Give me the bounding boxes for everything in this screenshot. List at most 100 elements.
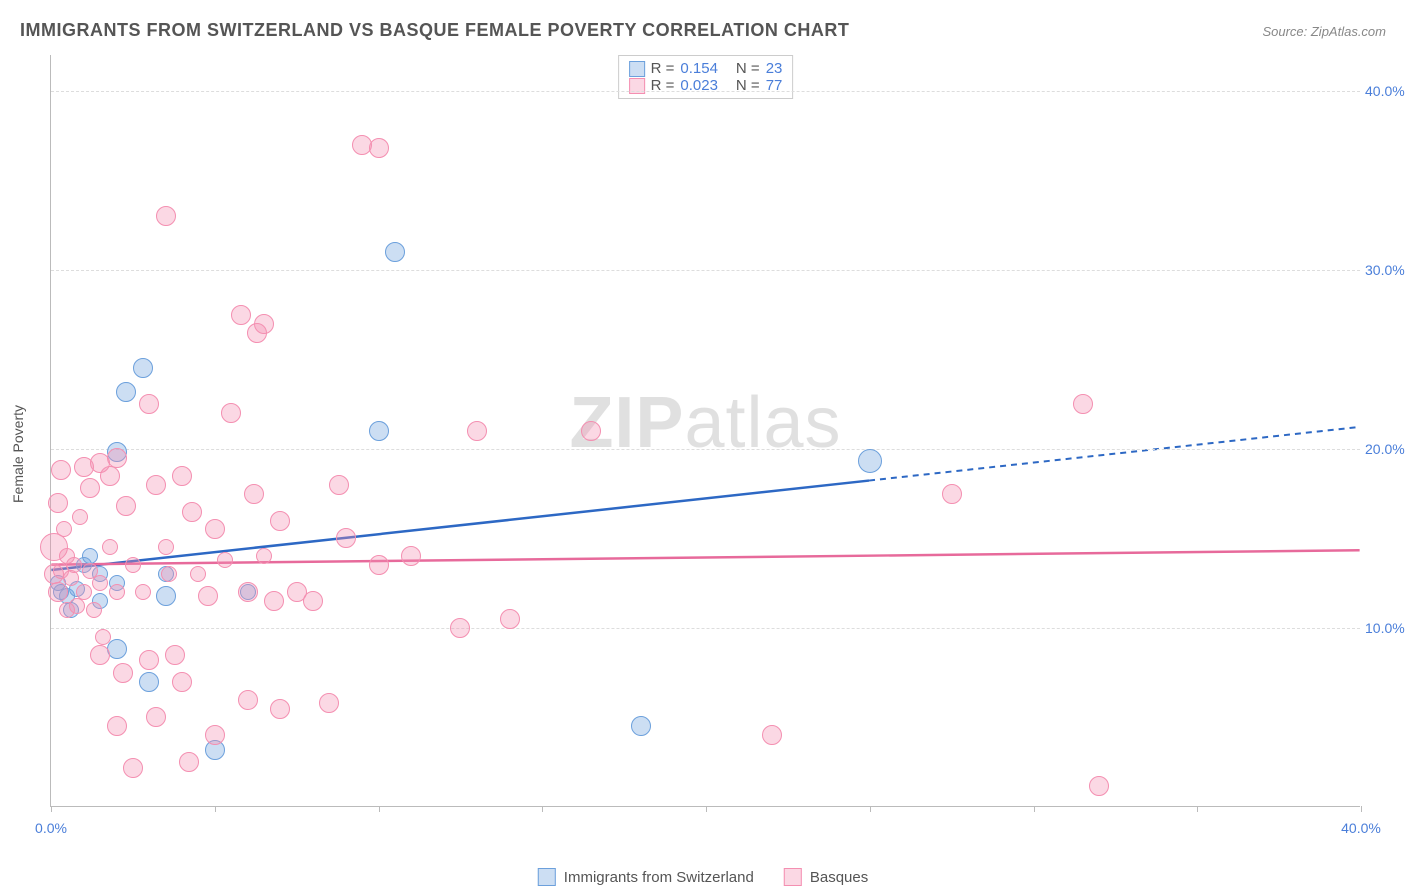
data-point (133, 358, 153, 378)
data-point (270, 699, 290, 719)
legend-r-label: R = (651, 60, 675, 77)
legend-swatch (538, 868, 556, 886)
data-point (156, 206, 176, 226)
data-point (1073, 394, 1093, 414)
x-tick (542, 806, 543, 812)
data-point (161, 566, 177, 582)
data-point (385, 242, 405, 262)
data-point (369, 138, 389, 158)
x-tick (870, 806, 871, 812)
data-point (102, 539, 118, 555)
x-tick (51, 806, 52, 812)
series-legend: Immigrants from Switzerland Basques (538, 868, 868, 886)
legend-label: Basques (810, 869, 868, 886)
data-point (92, 575, 108, 591)
legend-n-value: 23 (766, 60, 783, 77)
data-point (156, 586, 176, 606)
y-tick-label: 40.0% (1365, 83, 1406, 99)
data-point (401, 546, 421, 566)
data-point (116, 496, 136, 516)
data-point (244, 484, 264, 504)
data-point (48, 493, 68, 513)
data-point (319, 693, 339, 713)
data-point (109, 584, 125, 600)
y-tick-label: 30.0% (1365, 262, 1406, 278)
chart-title: IMMIGRANTS FROM SWITZERLAND VS BASQUE FE… (20, 20, 849, 41)
legend-swatch (784, 868, 802, 886)
scatter-plot: ZIPatlas R =0.154N =23R =0.023N =77 10.0… (50, 55, 1360, 807)
data-point (123, 758, 143, 778)
data-point (56, 521, 72, 537)
data-point (80, 478, 100, 498)
data-point (329, 475, 349, 495)
data-point (205, 725, 225, 745)
x-tick-label: 0.0% (35, 820, 67, 836)
data-point (205, 519, 225, 539)
data-point (95, 629, 111, 645)
data-point (217, 552, 233, 568)
data-point (146, 707, 166, 727)
legend-row: R = 0.154 N = 23 (629, 60, 783, 77)
data-point (90, 645, 110, 665)
trend-line-extrapolated (869, 427, 1360, 481)
data-point (762, 725, 782, 745)
data-point (125, 557, 141, 573)
data-point (107, 448, 127, 468)
y-tick-label: 10.0% (1365, 620, 1406, 636)
legend-n-label: N = (736, 60, 760, 77)
data-point (858, 449, 882, 473)
data-point (238, 582, 258, 602)
data-point (135, 584, 151, 600)
x-tick (379, 806, 380, 812)
data-point (113, 663, 133, 683)
data-point (303, 591, 323, 611)
data-point (76, 584, 92, 600)
data-point (198, 586, 218, 606)
data-point (264, 591, 284, 611)
chart-source: Source: ZipAtlas.com (1262, 24, 1386, 39)
data-point (221, 403, 241, 423)
x-tick (1197, 806, 1198, 812)
data-point (48, 582, 68, 602)
x-tick (215, 806, 216, 812)
data-point (107, 716, 127, 736)
data-point (100, 466, 120, 486)
legend-label: Immigrants from Switzerland (564, 869, 754, 886)
y-axis-label: Female Poverty (10, 405, 26, 503)
x-tick-label: 40.0% (1341, 820, 1381, 836)
gridline-h (51, 91, 1360, 92)
correlation-legend: R =0.154N =23R =0.023N =77 (618, 55, 794, 99)
gridline-h (51, 449, 1360, 450)
data-point (1089, 776, 1109, 796)
data-point (139, 394, 159, 414)
data-point (179, 752, 199, 772)
title-bar: IMMIGRANTS FROM SWITZERLAND VS BASQUE FE… (20, 20, 1386, 41)
gridline-h (51, 270, 1360, 271)
data-point (139, 650, 159, 670)
data-point (165, 645, 185, 665)
x-tick (1034, 806, 1035, 812)
data-point (66, 557, 82, 573)
data-point (182, 502, 202, 522)
data-point (500, 609, 520, 629)
data-point (631, 716, 651, 736)
data-point (72, 509, 88, 525)
data-point (172, 466, 192, 486)
data-point (369, 555, 389, 575)
legend-item: Basques (784, 868, 868, 886)
watermark: ZIPatlas (569, 381, 841, 463)
legend-item: Immigrants from Switzerland (538, 868, 754, 886)
data-point (467, 421, 487, 441)
data-point (139, 672, 159, 692)
trend-line (51, 550, 1359, 564)
x-tick (706, 806, 707, 812)
legend-r-value: 0.154 (680, 60, 718, 77)
data-point (231, 305, 251, 325)
data-point (86, 602, 102, 618)
trend-line (51, 481, 869, 570)
data-point (247, 323, 267, 343)
data-point (146, 475, 166, 495)
data-point (270, 511, 290, 531)
data-point (450, 618, 470, 638)
data-point (116, 382, 136, 402)
